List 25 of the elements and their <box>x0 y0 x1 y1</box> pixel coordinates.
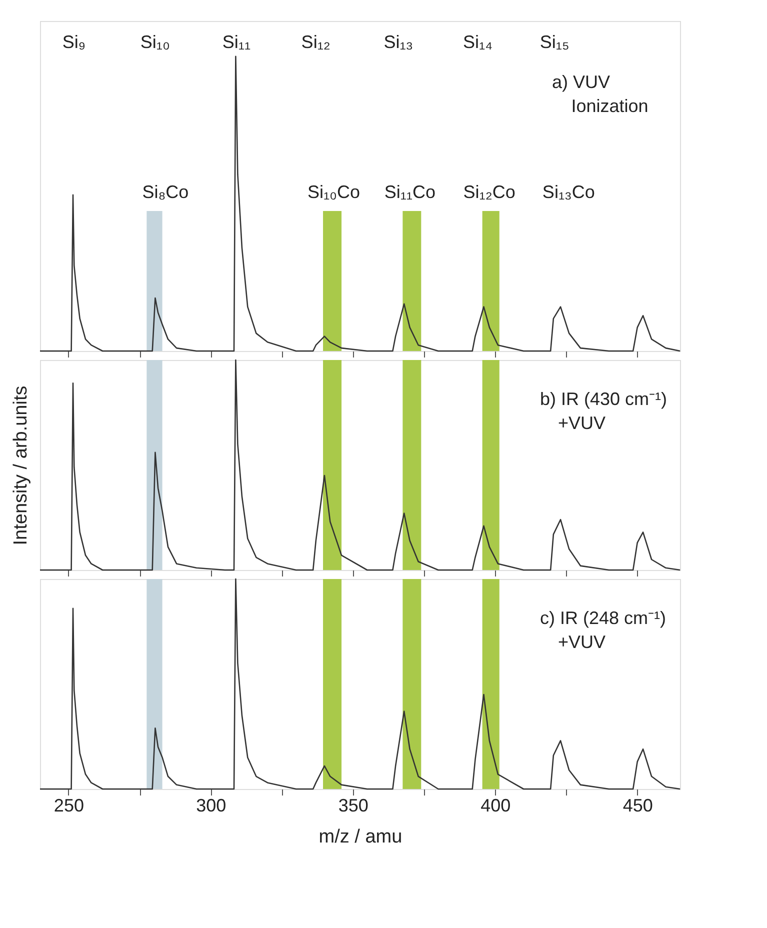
annotation: b) IR (430 cm⁻¹) <box>540 389 668 409</box>
text: Si₁₂ <box>301 32 330 52</box>
annotation: Si₈Co <box>142 182 189 202</box>
x-axis-title: m/z / amu <box>318 826 402 848</box>
text: Si₉ <box>62 32 86 52</box>
x-tick-label: 450 <box>622 796 653 816</box>
text: Si₁₃ <box>384 32 414 52</box>
annotation: Si₁₃Co <box>542 182 595 202</box>
text: Si₁₄ <box>463 32 492 52</box>
x-tick-label: 250 <box>54 796 84 816</box>
annotation: c) IR (248 cm⁻¹) <box>540 608 666 628</box>
annotation: +VUV <box>558 632 606 652</box>
x-tick-label: 350 <box>338 796 368 816</box>
x-tick-label: 300 <box>196 796 226 816</box>
text: Si₁₀ <box>140 32 170 52</box>
annotation: a) VUV <box>552 72 610 92</box>
text: Si₁₅ <box>540 32 570 52</box>
annotation: Ionization <box>571 96 648 116</box>
text: Si₁₁ <box>222 32 251 52</box>
x-tick-label: 400 <box>480 796 511 816</box>
annotation: Si₁₀Co <box>307 182 360 202</box>
annotation: Si₁₁Co <box>384 182 436 202</box>
annotation: +VUV <box>558 413 606 433</box>
annotation: Si₁₂Co <box>463 182 516 202</box>
y-axis-title: Intensity / arb.units <box>10 386 32 546</box>
